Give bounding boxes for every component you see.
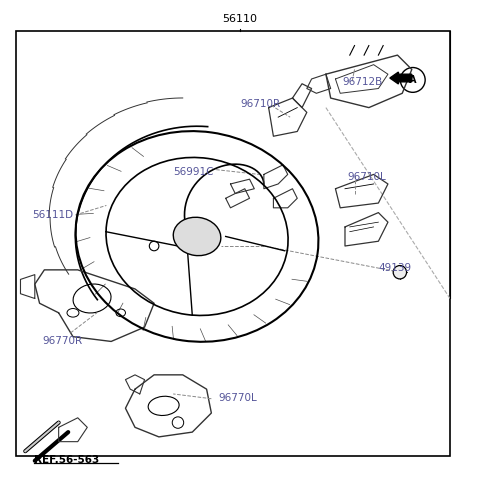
Text: 96770R: 96770R xyxy=(42,337,82,346)
Text: 56991C: 56991C xyxy=(173,167,214,177)
FancyArrow shape xyxy=(390,72,412,84)
Circle shape xyxy=(393,266,407,279)
Text: 56111D: 56111D xyxy=(33,210,73,220)
Text: 96710L: 96710L xyxy=(348,172,386,182)
Text: 96710R: 96710R xyxy=(240,99,280,109)
Text: 96712B: 96712B xyxy=(343,77,383,87)
Text: 56110: 56110 xyxy=(223,14,257,24)
Text: 49139: 49139 xyxy=(378,263,411,274)
Text: A: A xyxy=(409,75,417,85)
Text: REF.56-563: REF.56-563 xyxy=(34,455,99,465)
Ellipse shape xyxy=(173,217,221,256)
Text: 96770L: 96770L xyxy=(218,393,257,403)
